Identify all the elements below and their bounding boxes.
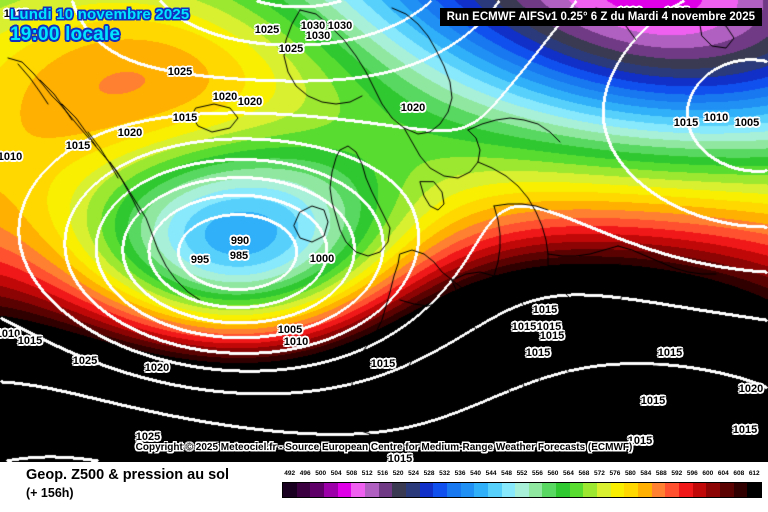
- colorbar-tick: 580: [624, 470, 636, 477]
- colorbar-swatch: [733, 483, 748, 497]
- colorbar-tick: 492: [284, 470, 296, 477]
- colorbar-swatch: [364, 483, 379, 497]
- colorbar-tick: 536: [454, 470, 466, 477]
- copyright-notice: Copyright © 2025 Meteociel.fr - Source E…: [135, 442, 633, 453]
- colorbar-tick: 544: [485, 470, 497, 477]
- colorbar-tick: 608: [733, 470, 745, 477]
- colorbar-tick: 560: [547, 470, 559, 477]
- colorbar-tick: 516: [377, 470, 389, 477]
- colorbar-swatch: [720, 483, 734, 497]
- colorbar-swatch: [747, 483, 761, 497]
- valid-date-text: Lundi 10 novembre 2025: [10, 6, 190, 23]
- colorbar-tick: 556: [532, 470, 543, 477]
- colorbar-tick: 504: [330, 470, 342, 477]
- colorbar-swatch: [556, 483, 570, 497]
- colorbar-tick: 496: [299, 470, 311, 477]
- colorbar-tick: 576: [609, 470, 621, 477]
- colorbar-tick: 512: [361, 470, 373, 477]
- colorbar-swatch: [433, 483, 447, 497]
- bottom-bar: Geop. Z500 & pression au sol (+ 156h) 49…: [0, 462, 768, 512]
- colorbar-tick: 564: [563, 470, 574, 477]
- map-caption: Geop. Z500 & pression au sol (+ 156h): [26, 467, 229, 500]
- colorbar-tick: 500: [315, 470, 327, 477]
- colorbar-tick: 588: [655, 470, 667, 477]
- colorbar-swatch: [296, 483, 311, 497]
- colorbar-tick: 552: [516, 470, 528, 477]
- colorbar-swatch: [378, 483, 393, 497]
- colorbar-tick: 520: [392, 470, 404, 477]
- colorbar-swatch: [542, 483, 557, 497]
- colorbar-tick: 508: [346, 470, 358, 477]
- caption-title: Geop. Z500 & pression au sol: [26, 467, 230, 483]
- forecast-map[interactable]: 1015102510301030103010251020102510251020…: [0, 0, 768, 462]
- colorbar-tick: 568: [578, 470, 590, 477]
- colorbar: 492 496 500 504 508 512 516 520 524 528 532 536 540 5…: [282, 470, 762, 498]
- colorbar-swatch: [610, 483, 625, 497]
- colorbar-swatch: [638, 483, 652, 497]
- colorbar-tick: 600: [702, 470, 714, 477]
- colorbar-tick-labels: 492 496 500 504 508 512 516 520 524 528 532 536 540 5…: [282, 470, 762, 480]
- colorbar-swatch: [692, 483, 707, 497]
- colorbar-tick: 612: [748, 470, 760, 477]
- caption-step: (+ 156h): [26, 486, 74, 500]
- colorbar-swatch: [597, 483, 611, 497]
- colorbar-swatch: [501, 483, 516, 497]
- colorbar-tick: 592: [671, 470, 683, 477]
- valid-datetime-stamp: Lundi 10 novembre 2025 19:00 locale: [10, 6, 189, 46]
- colorbar-swatch: [583, 483, 598, 497]
- colorbar-swatch: [679, 483, 693, 497]
- colorbar-swatch: [310, 483, 324, 497]
- colorbar-swatch: [283, 483, 297, 497]
- colorbar-swatch: [392, 483, 406, 497]
- colorbar-tick: 584: [640, 470, 652, 477]
- colorbar-tick: 528: [423, 470, 435, 477]
- colorbar-tick: 540: [470, 470, 481, 477]
- colorbar-swatch: [515, 483, 529, 497]
- colorbar-swatch: [460, 483, 475, 497]
- colorbar-swatch: [474, 483, 488, 497]
- colorbar-tick: 596: [686, 470, 698, 477]
- colorbar-swatch: [706, 483, 720, 497]
- colorbar-tick: 532: [439, 470, 451, 477]
- colorbar-swatch: [528, 483, 543, 497]
- colorbar-tick: 572: [593, 470, 605, 477]
- valid-time-text: 19:00 locale: [10, 24, 121, 45]
- colorbar-tick: 548: [501, 470, 512, 477]
- colorbar-swatch: [419, 483, 434, 497]
- colorbar-swatch: [651, 483, 666, 497]
- colorbar-swatch: [487, 483, 502, 497]
- colorbar-swatch: [323, 483, 338, 497]
- colorbar-swatch: [569, 483, 584, 497]
- colorbar-tick: 524: [408, 470, 420, 477]
- colorbar-tick: 604: [717, 470, 729, 477]
- colorbar-swatch: [351, 483, 365, 497]
- map-raster: [0, 0, 768, 462]
- colorbar-swatch: [624, 483, 639, 497]
- model-run-banner: Run ECMWF AIFSv1 0.25° 6 Z du Mardi 4 no…: [439, 8, 762, 26]
- colorbar-swatch: [446, 483, 461, 497]
- colorbar-swatch: [405, 483, 420, 497]
- colorbar-gradient: [282, 482, 762, 498]
- colorbar-swatch: [337, 483, 352, 497]
- colorbar-swatch: [665, 483, 680, 497]
